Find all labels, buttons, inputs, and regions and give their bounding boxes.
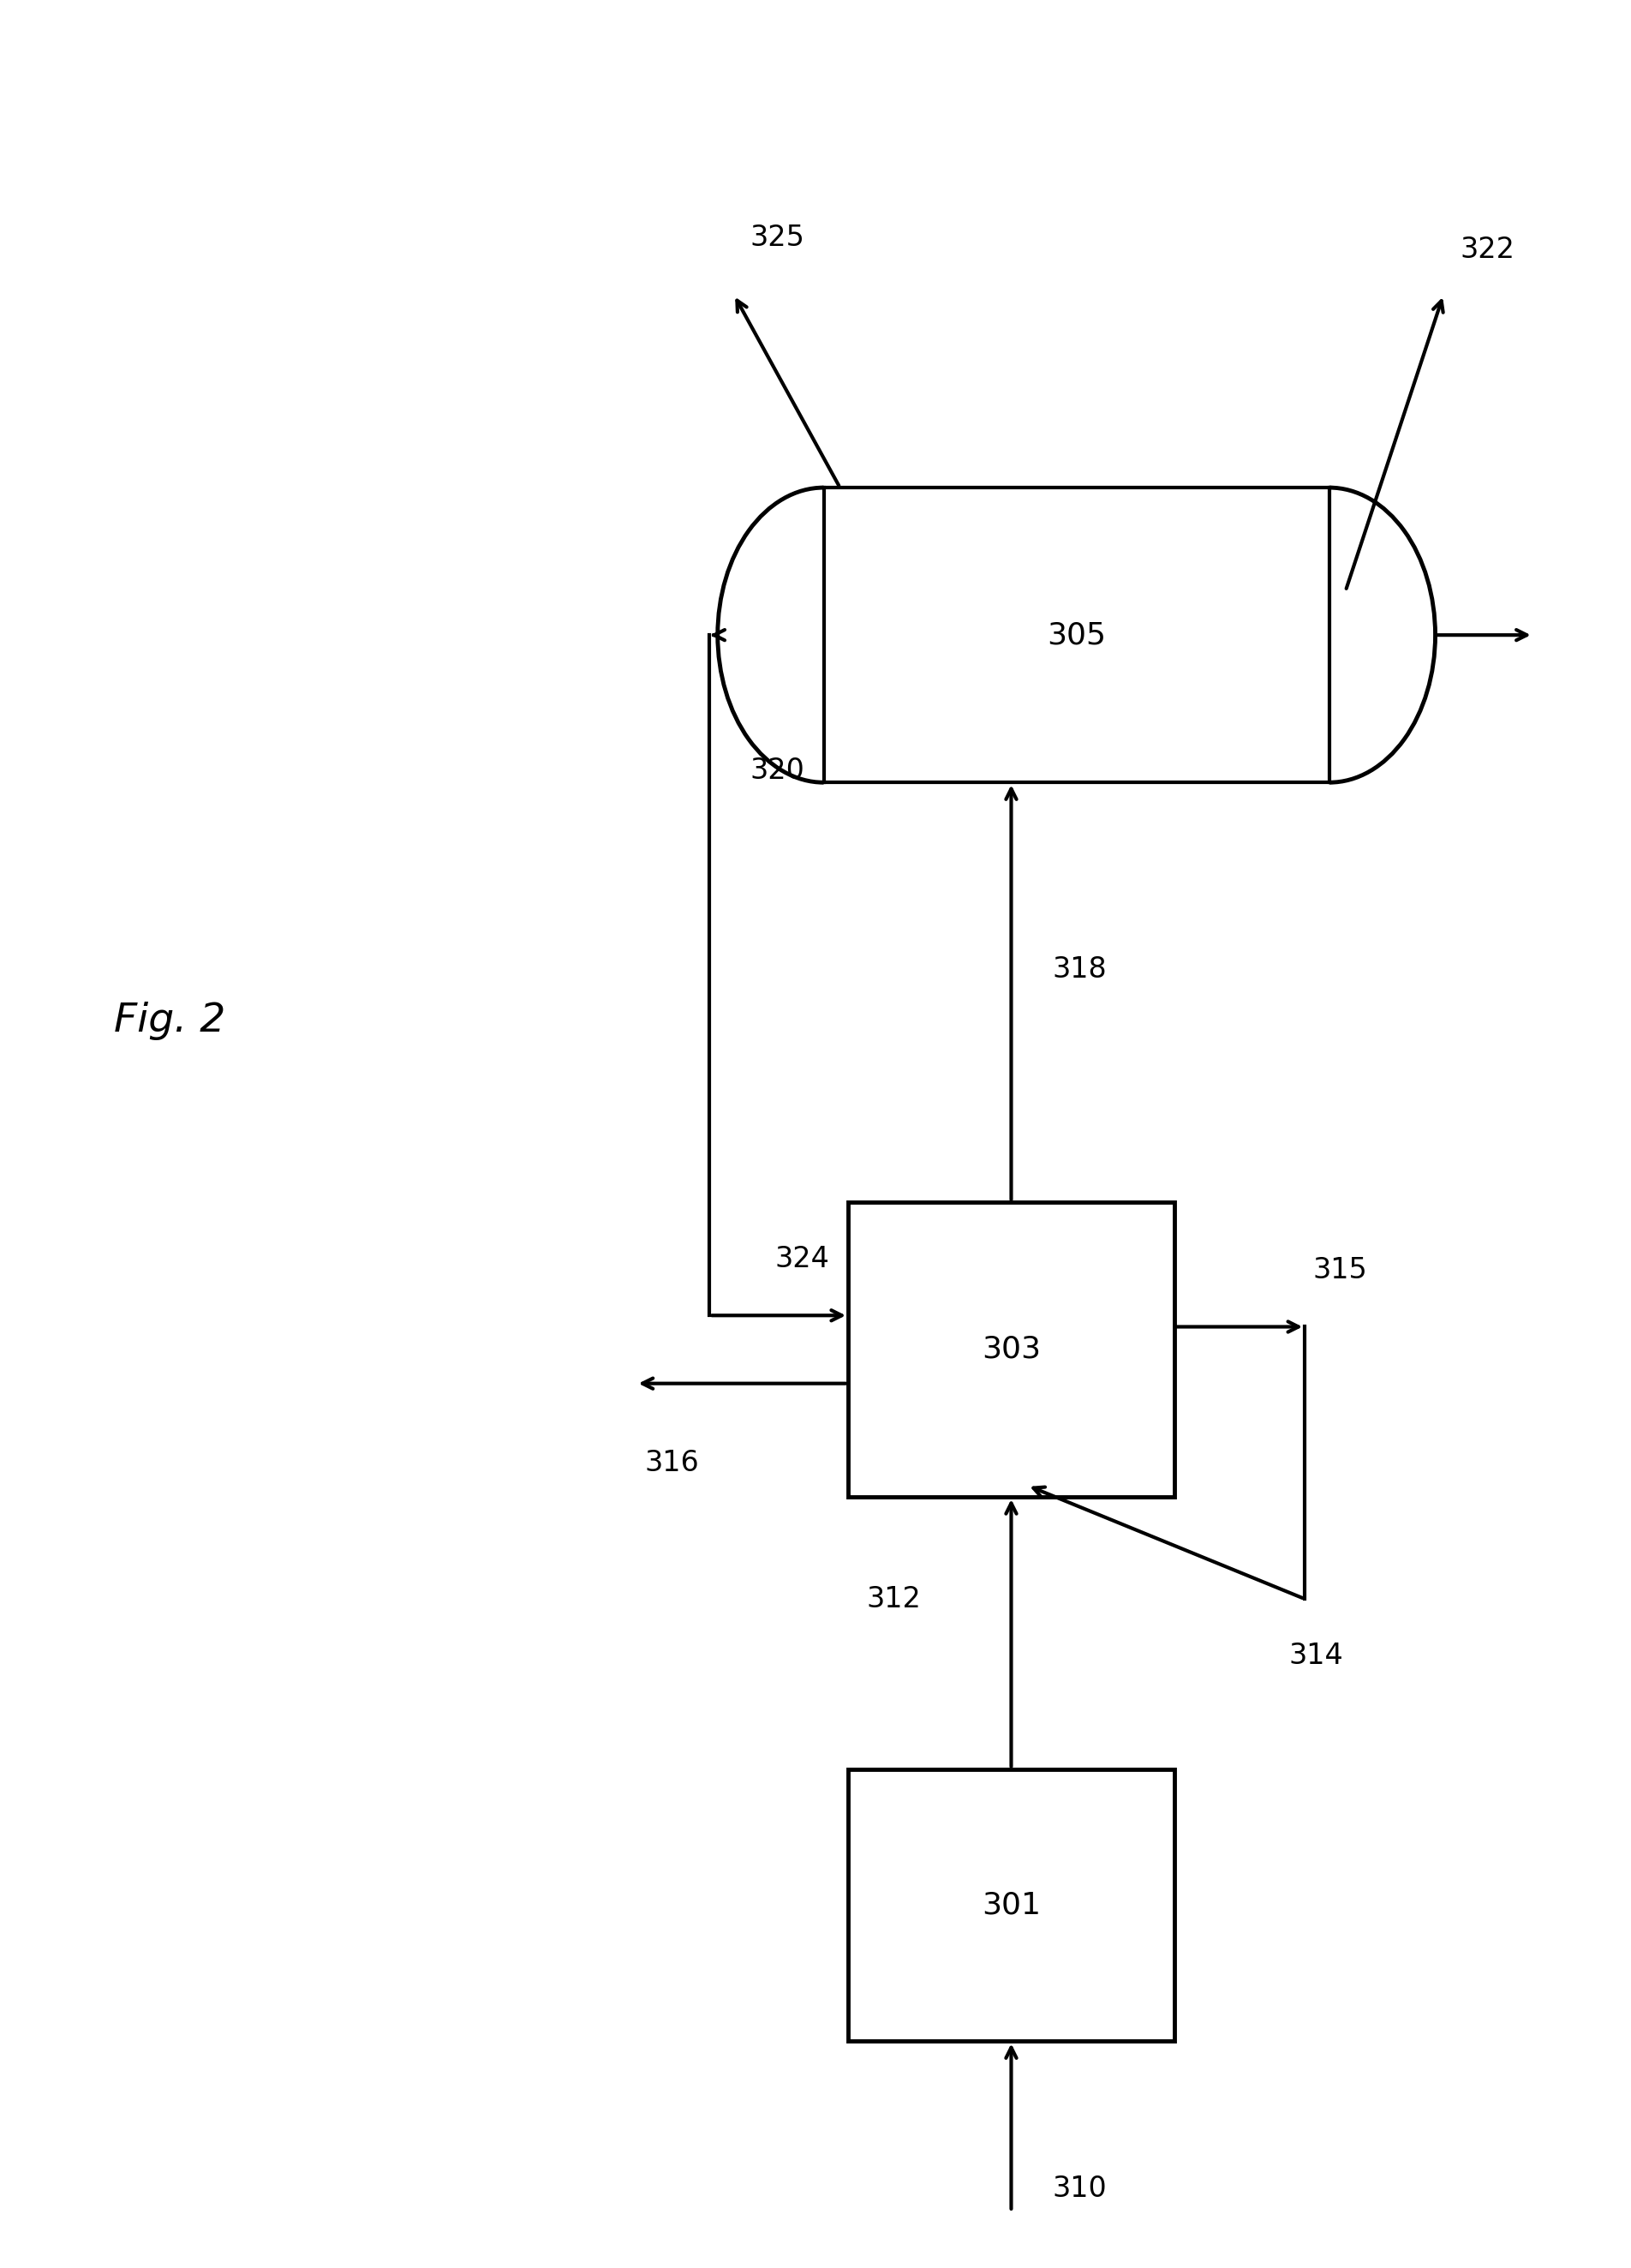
Text: 315: 315 [1313,1256,1367,1284]
Text: 316: 316 [644,1449,698,1476]
Text: 322: 322 [1460,236,1515,263]
Text: 314: 314 [1288,1642,1342,1669]
Text: 310: 310 [1052,2175,1106,2202]
Text: 324: 324 [775,1245,830,1272]
Text: 305: 305 [1047,621,1106,649]
Bar [848,1202,1174,1497]
Text: 325: 325 [750,225,806,252]
Bar [848,1769,1174,2041]
Text: 301: 301 [982,1892,1041,1919]
Text: 303: 303 [982,1336,1041,1363]
Text: Fig. 2: Fig. 2 [114,1000,225,1041]
Text: 318: 318 [1052,955,1106,984]
Text: 312: 312 [866,1585,922,1613]
Text: 320: 320 [750,758,806,785]
